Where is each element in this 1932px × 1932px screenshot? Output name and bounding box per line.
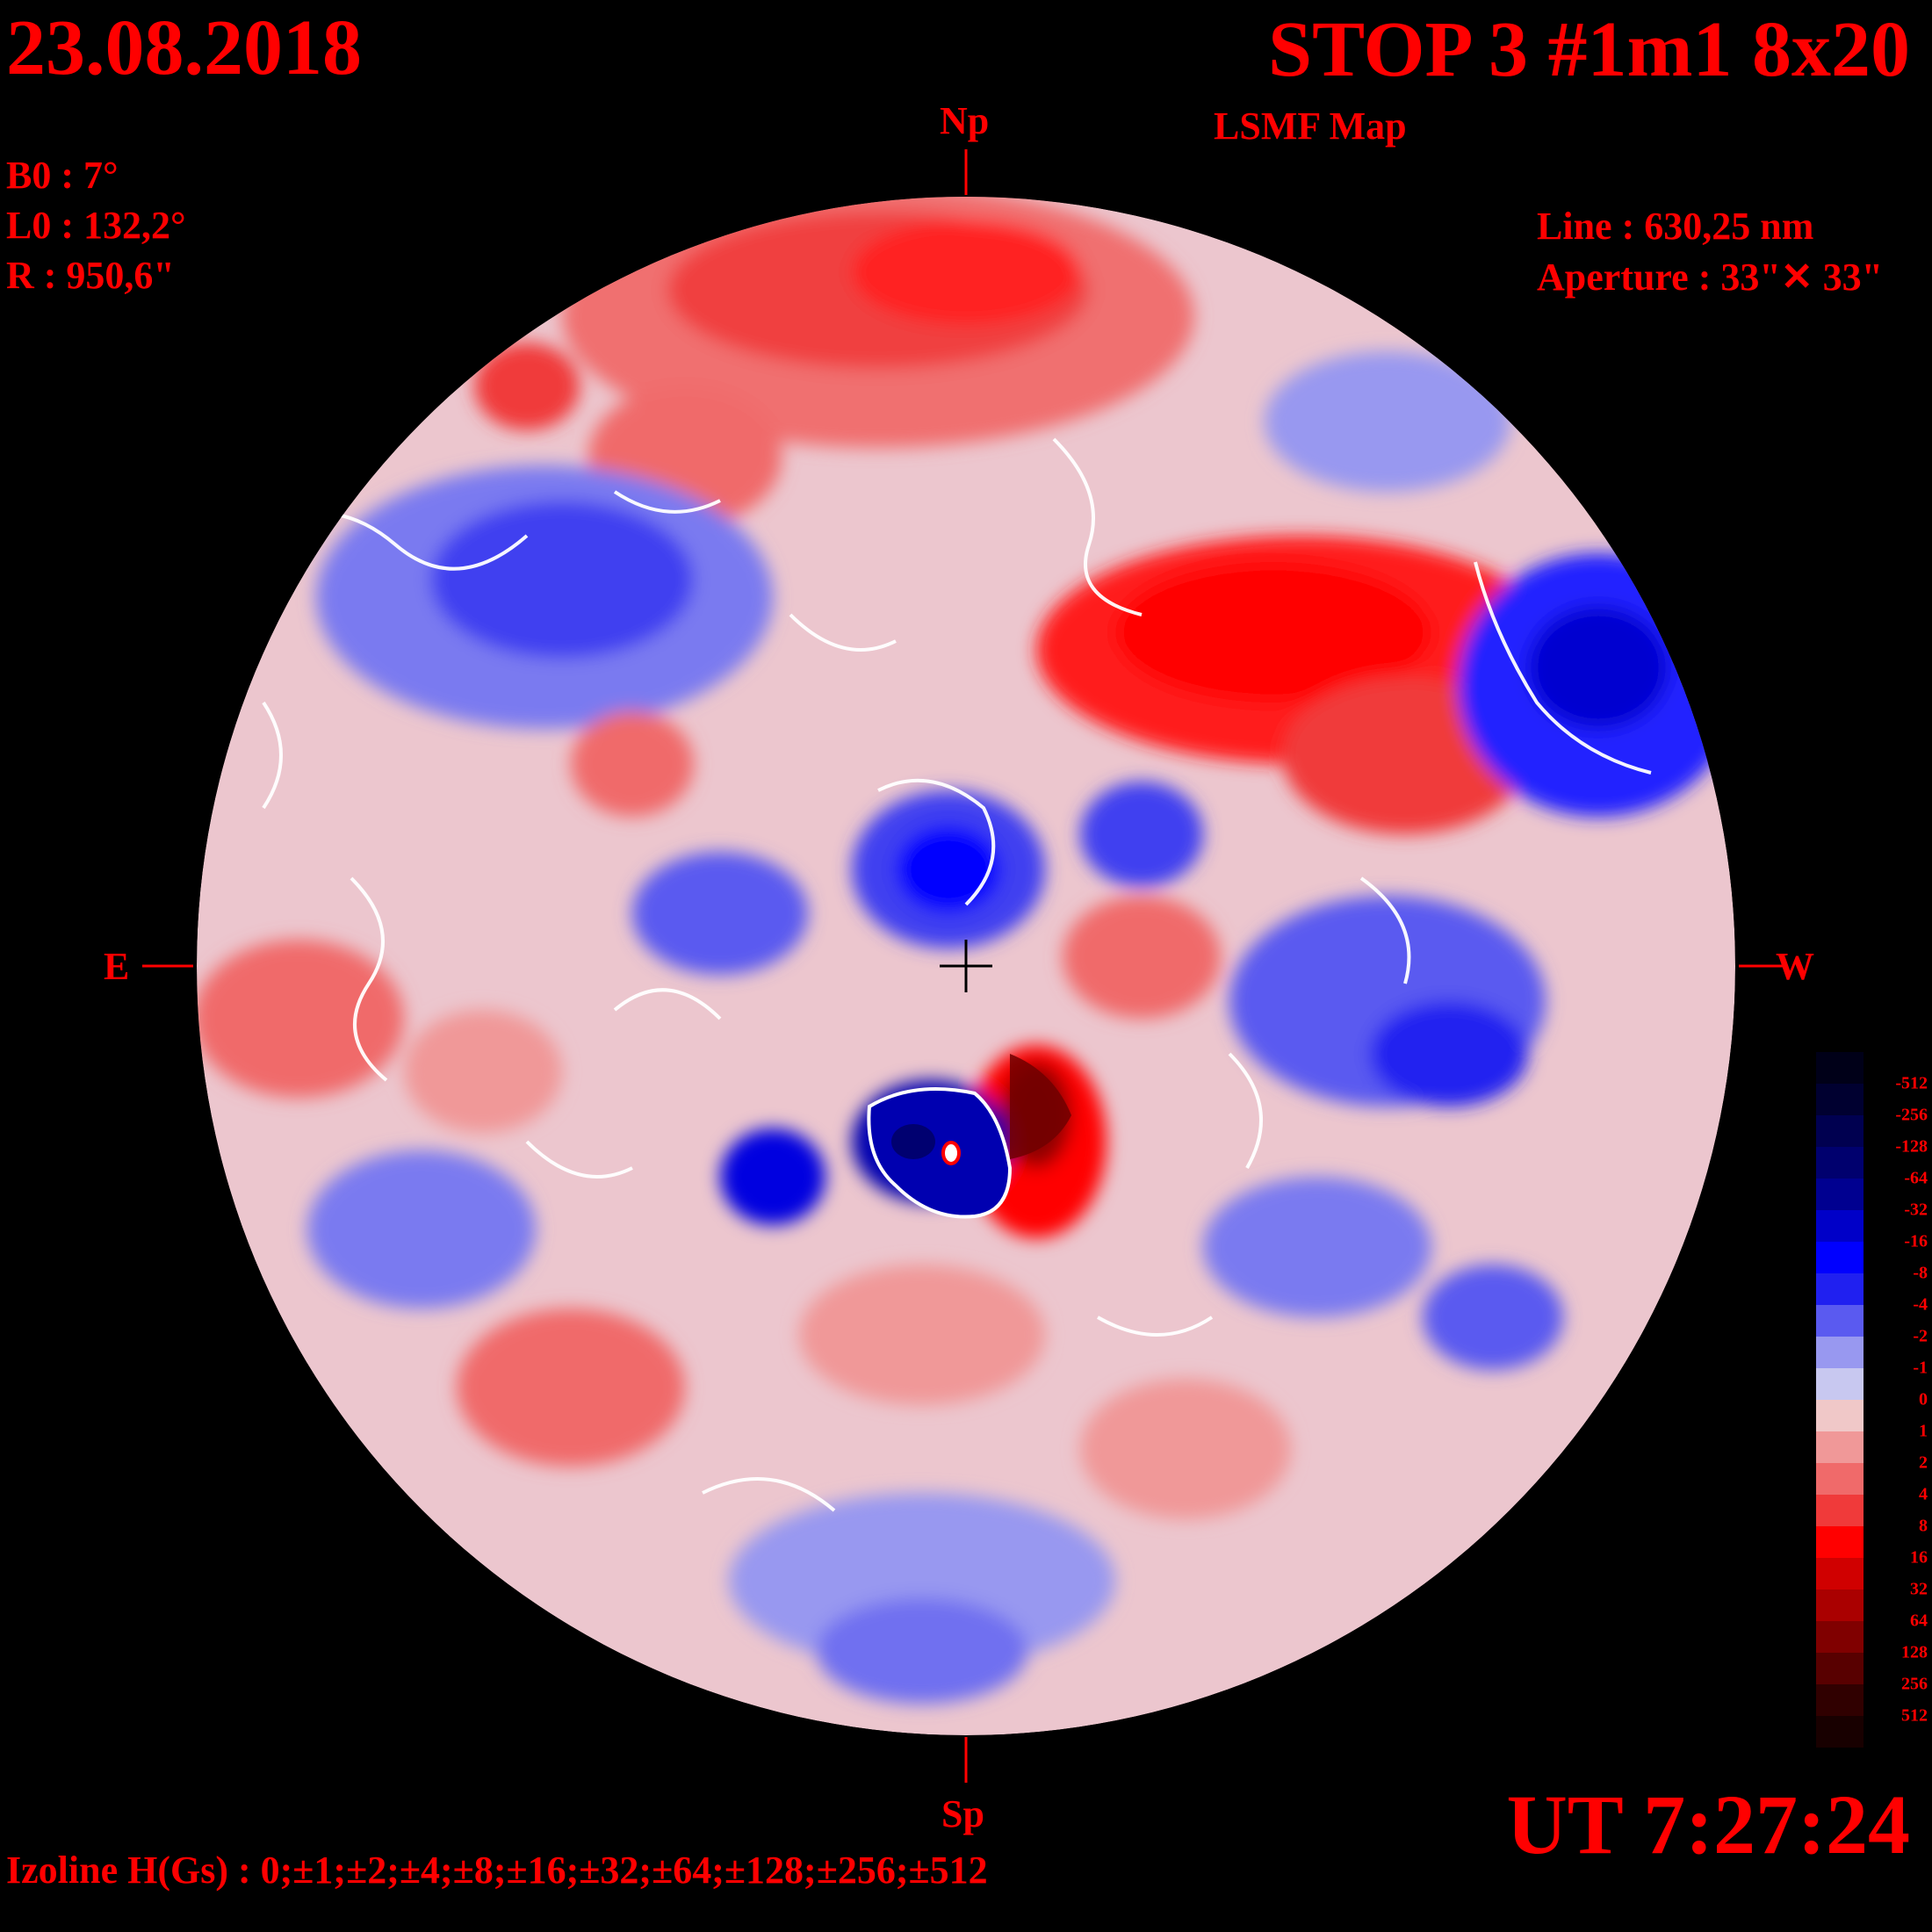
color-scale-label: -8 bbox=[1913, 1263, 1928, 1283]
aperture: Aperture : 33"✕ 33" bbox=[1537, 256, 1884, 299]
color-scale-label: 32 bbox=[1910, 1579, 1928, 1599]
color-scale-cell bbox=[1816, 1147, 1864, 1179]
izoline-legend: Izoline H(Gs) : 0;±1;±2;±4;±8;±16;±32;±6… bbox=[6, 1849, 988, 1892]
color-scale-cell bbox=[1816, 1621, 1864, 1653]
color-scale-label: 512 bbox=[1901, 1705, 1928, 1726]
color-scale-label: -64 bbox=[1904, 1168, 1928, 1188]
color-scale-label: -2 bbox=[1913, 1326, 1928, 1346]
color-scale-cell bbox=[1816, 1368, 1864, 1400]
color-scale-label: -32 bbox=[1904, 1200, 1928, 1220]
spectral-line: Line : 630,25 nm bbox=[1537, 205, 1814, 248]
direction-ticks bbox=[142, 149, 1783, 1783]
color-scale-cell bbox=[1816, 1400, 1864, 1431]
color-scale-cell bbox=[1816, 1273, 1864, 1305]
color-scale-cell bbox=[1816, 1431, 1864, 1463]
east-label: E bbox=[104, 945, 130, 988]
map-subtitle: LSMF Map bbox=[1214, 105, 1407, 148]
color-scale-label: -512 bbox=[1895, 1073, 1928, 1093]
color-scale-label: 1 bbox=[1919, 1421, 1928, 1441]
color-scale-label: 0 bbox=[1919, 1389, 1928, 1409]
color-scale-label: 64 bbox=[1910, 1611, 1928, 1631]
color-scale-label: 4 bbox=[1919, 1484, 1928, 1504]
color-scale-label: 128 bbox=[1901, 1642, 1928, 1662]
color-scale-cell bbox=[1816, 1242, 1864, 1273]
b0-param: B0 : 7° bbox=[6, 154, 119, 197]
observation-date: 23.08.2018 bbox=[6, 4, 362, 91]
color-scale-cell bbox=[1816, 1463, 1864, 1495]
color-scale-label: -1 bbox=[1913, 1358, 1928, 1378]
color-scale-cell bbox=[1816, 1052, 1864, 1084]
color-scale-cell bbox=[1816, 1305, 1864, 1337]
color-scale-cell bbox=[1816, 1526, 1864, 1558]
color-scale-cell bbox=[1816, 1590, 1864, 1621]
color-scale-cell bbox=[1816, 1495, 1864, 1526]
radius-param: R : 950,6" bbox=[6, 254, 175, 297]
color-scale-cell bbox=[1816, 1716, 1864, 1748]
color-scale-bar bbox=[1816, 1052, 1864, 1748]
l0-param: L0 : 132,2° bbox=[6, 204, 186, 247]
solar-disk bbox=[197, 197, 1735, 1735]
color-scale-cell bbox=[1816, 1684, 1864, 1716]
color-scale-label: -128 bbox=[1895, 1136, 1928, 1157]
color-scale-label: -16 bbox=[1904, 1231, 1928, 1251]
south-pole-label: Sp bbox=[941, 1792, 984, 1835]
color-scale-cell bbox=[1816, 1179, 1864, 1210]
color-scale-label: -256 bbox=[1895, 1105, 1928, 1125]
color-scale-label: 16 bbox=[1910, 1547, 1928, 1568]
color-scale-label: -4 bbox=[1913, 1294, 1928, 1315]
color-scale-cell bbox=[1816, 1337, 1864, 1368]
color-scale-label: 8 bbox=[1919, 1516, 1928, 1536]
color-scale-label: 256 bbox=[1901, 1674, 1928, 1694]
center-crosshair bbox=[940, 940, 992, 992]
color-scale-cell bbox=[1816, 1115, 1864, 1147]
north-pole-label: Np bbox=[940, 99, 990, 142]
color-scale-cell bbox=[1816, 1653, 1864, 1684]
ut-time: UT 7:27:24 bbox=[1506, 1777, 1910, 1871]
color-scale-cell bbox=[1816, 1210, 1864, 1242]
color-scale-cell bbox=[1816, 1084, 1864, 1115]
color-scale-label: 2 bbox=[1919, 1453, 1928, 1473]
color-scale-cell bbox=[1816, 1558, 1864, 1590]
map-title: STOP 3 #1m1 8x20 bbox=[1268, 6, 1910, 93]
west-label: W bbox=[1776, 945, 1814, 988]
